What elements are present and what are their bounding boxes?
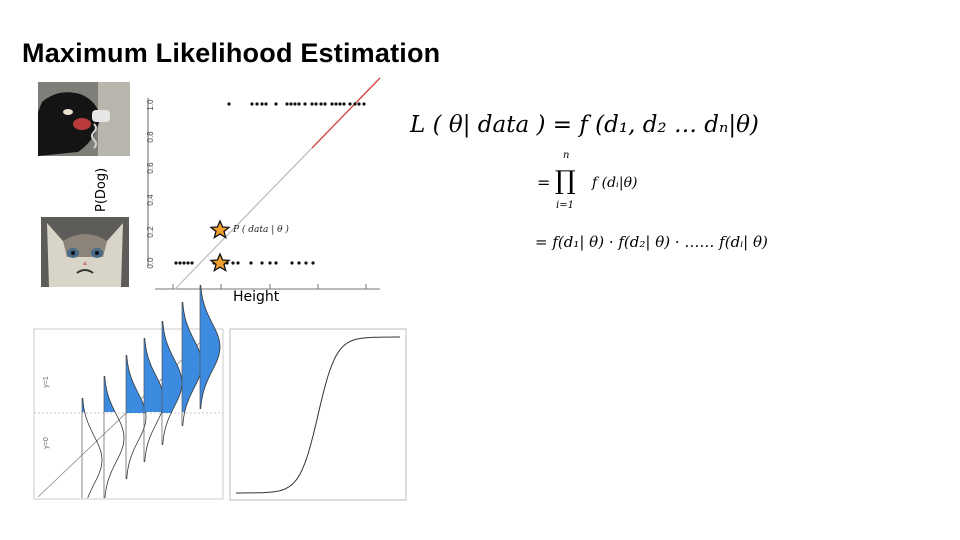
- bell-fill-5: [182, 302, 202, 412]
- bell-fill-6: [200, 285, 220, 409]
- star-icon: [209, 219, 231, 240]
- ytick-3: 0.6: [146, 162, 155, 174]
- regression-line-red: [311, 77, 381, 149]
- sigmoid-curve: [236, 336, 400, 494]
- equation-equals: =: [537, 173, 551, 192]
- page-title: Maximum Likelihood Estimation: [22, 38, 441, 68]
- ytick-1: 0.2: [146, 226, 155, 238]
- points-y1: [227, 102, 366, 106]
- bell-curve-0: [82, 397, 103, 499]
- cat-photo: [41, 217, 129, 287]
- dog-photo: [38, 82, 130, 156]
- star-icon: [209, 252, 231, 273]
- ytick-5: 1.0: [146, 99, 155, 111]
- bell-fill-1: [104, 376, 116, 412]
- equation-expanded: = f(d₁| θ) · f(d₂| θ) · …… f(dᵢ| θ): [535, 233, 768, 251]
- product-symbol: ∏: [555, 166, 576, 196]
- gaussian-bells: [81, 284, 221, 499]
- x-axis-label: Height: [233, 289, 280, 305]
- equation-product-body: f (dᵢ|θ): [592, 175, 638, 191]
- bell-curve-6: [200, 284, 221, 410]
- equation-likelihood: L ( θ| data ) = f (d₁, d₂ … dₙ|θ): [410, 112, 759, 138]
- ytick-y0: y=0: [43, 437, 50, 449]
- ytick-4: 0.8: [146, 131, 155, 143]
- ytick-0: 0.0: [146, 257, 155, 269]
- likelihood-annotation: P ( data | θ ): [232, 224, 289, 235]
- scatter-x-ticks: [172, 284, 367, 289]
- ytick-2: 0.4: [146, 194, 155, 206]
- product-upper-limit: n: [563, 150, 570, 161]
- bell-fill-3: [144, 338, 164, 412]
- product-lower-limit: i=1: [556, 200, 574, 211]
- bell-curve-1: [104, 375, 125, 499]
- diagonal-line: [37, 332, 211, 498]
- ytick-y1: y=1: [43, 376, 50, 388]
- bell-curve-2: [126, 354, 147, 480]
- scatter-y-ticks: 0.0 0.2 0.4 0.6 0.8 1.0: [146, 99, 155, 269]
